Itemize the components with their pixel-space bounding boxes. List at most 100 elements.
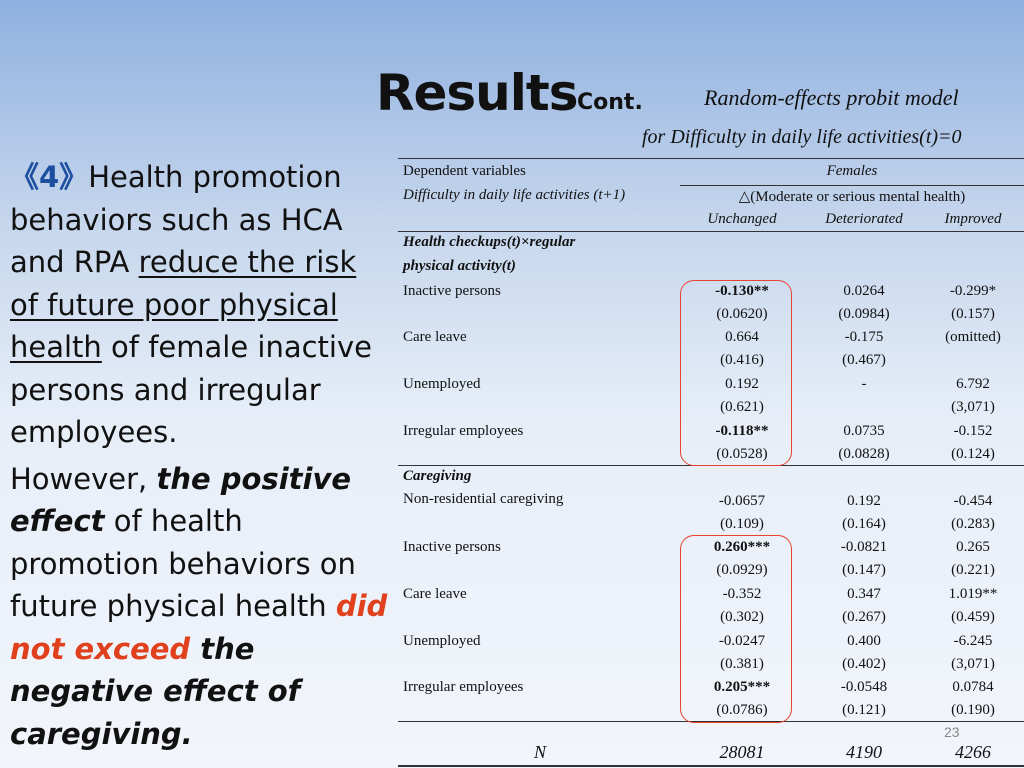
se-cell: (0.157)	[951, 306, 995, 322]
cell: -0.118**	[715, 423, 769, 439]
cell: 6.792	[956, 376, 990, 392]
cell: 0.192	[725, 376, 759, 392]
group-rule	[680, 185, 1024, 186]
n-cell: 28081	[719, 742, 765, 762]
cell: 0.0264	[843, 283, 885, 299]
cell: -	[861, 376, 867, 392]
row-label: Irregular employees	[403, 423, 524, 439]
delta-label: △(Moderate or serious mental health)	[738, 189, 966, 205]
cell: 0.664	[725, 329, 759, 345]
se-cell: (0.459)	[951, 609, 995, 625]
page-number: 23	[944, 724, 960, 740]
cell: 0.205***	[713, 679, 771, 695]
p2-red-emphasis: did not exceed	[10, 589, 388, 666]
se-cell: (0.302)	[720, 609, 764, 625]
section1-title-line2: physical activity(t)	[403, 258, 516, 274]
p2-text-a: However,	[10, 461, 157, 496]
se-cell: (0.467)	[842, 352, 886, 368]
p2-text-b: of health promotion behaviors on future …	[10, 504, 356, 623]
se-cell: (0.109)	[720, 516, 764, 532]
body-bottom-rule	[398, 721, 1024, 722]
se-cell: (3,071)	[951, 656, 995, 672]
se-cell: (0.402)	[842, 656, 886, 672]
cell: -0.152	[953, 423, 993, 439]
section2-title: Caregiving	[403, 468, 472, 484]
paragraph-2: However, the positive effect of health p…	[10, 458, 388, 756]
cell: -0.0548	[840, 679, 888, 695]
se-cell: (0.621)	[720, 399, 764, 415]
point-number: 《4》	[10, 160, 89, 194]
cell: -6.245	[953, 633, 993, 649]
n-cell: 4190	[846, 742, 882, 762]
highlight-oval-1	[680, 280, 792, 466]
se-cell: (0.0929)	[716, 562, 768, 578]
row-label: Unemployed	[403, 633, 481, 649]
model-line-1: Random-effects probit model	[704, 85, 959, 110]
paragraph-1: 《4》Health promotion behaviors such as HC…	[10, 156, 388, 454]
row-label: Inactive persons	[403, 283, 501, 299]
row-label: Irregular employees	[403, 679, 524, 695]
row-label: Unemployed	[403, 376, 481, 392]
cell: -0.0657	[718, 493, 766, 509]
p2-emphasis-2: the negative effect of caregiving.	[10, 631, 301, 751]
n-label: N	[534, 742, 547, 762]
cell: 0.260***	[713, 539, 771, 555]
row-label: Non-residential caregiving	[403, 491, 564, 507]
se-cell: (0.221)	[951, 562, 995, 578]
cell: -0.0247	[718, 633, 766, 649]
header-bottom-rule	[398, 231, 1024, 232]
results-table: Dependent variables Females Difficulty i…	[398, 158, 1024, 768]
p1-underlined: reduce the risk of future poor physical …	[10, 245, 357, 364]
se-cell: (0.267)	[842, 609, 886, 625]
row-label: Care leave	[403, 586, 467, 602]
dep-var-label: Dependent variables	[403, 163, 526, 179]
cell: -0.130**	[715, 283, 769, 299]
dep-var-value: Difficulty in daily life activities (t+1…	[403, 187, 626, 203]
cell: -0.0821	[840, 539, 888, 555]
row-label: Inactive persons	[403, 539, 501, 555]
se-cell: (0.283)	[951, 516, 995, 532]
row-label: Care leave	[403, 329, 467, 345]
se-cell: (0.164)	[842, 516, 886, 532]
title-sub: Cont.	[577, 90, 643, 115]
model-line-2: for Difficulty in daily life activities(…	[642, 126, 962, 148]
cell: 0.192	[847, 493, 881, 509]
se-cell: (0.0528)	[716, 446, 768, 462]
section1-title-line1: Health checkups(t)×regular	[403, 234, 576, 250]
col-head-improved: Improved	[944, 211, 1002, 227]
cell: -0.175	[844, 329, 884, 345]
group-label: Females	[826, 163, 878, 179]
cell: -0.352	[722, 586, 762, 602]
se-cell: (0.0620)	[716, 306, 768, 322]
n-cell: 4266	[955, 742, 991, 762]
left-text-block: 《4》Health promotion behaviors such as HC…	[10, 156, 388, 755]
p1-text-a: Health promotion behaviors such as HCA a…	[10, 160, 343, 279]
cell: (omitted)	[945, 329, 1001, 345]
se-cell: (0.124)	[951, 446, 995, 462]
cell: -0.299*	[949, 283, 997, 299]
title-main: Results	[376, 64, 579, 122]
cell: 0.265	[956, 539, 990, 555]
col-head-unchanged: Unchanged	[707, 211, 777, 227]
se-cell: (0.381)	[720, 656, 764, 672]
se-cell: (3,071)	[951, 399, 995, 415]
cell: 0.400	[847, 633, 881, 649]
highlight-oval-2	[680, 535, 792, 723]
se-cell: (0.121)	[842, 702, 886, 718]
table-bottom-rule	[398, 765, 1024, 767]
cell: 0.347	[847, 586, 881, 602]
se-cell: (0.0984)	[838, 306, 890, 322]
se-cell: (0.0828)	[838, 446, 890, 462]
cell: 1.019**	[948, 586, 998, 602]
p1-text-b: of female inactive persons and irregular…	[10, 330, 372, 449]
col-head-deteriorated: Deteriorated	[825, 211, 903, 227]
cell: 0.0784	[952, 679, 994, 695]
se-cell: (0.190)	[951, 702, 995, 718]
p2-emphasis-1: the positive effect	[10, 461, 352, 539]
cell: -0.454	[953, 493, 993, 509]
se-cell: (0.147)	[842, 562, 886, 578]
se-cell: (0.0786)	[716, 702, 768, 718]
table-top-rule	[398, 158, 1024, 159]
se-cell: (0.416)	[720, 352, 764, 368]
cell: 0.0735	[843, 423, 885, 439]
